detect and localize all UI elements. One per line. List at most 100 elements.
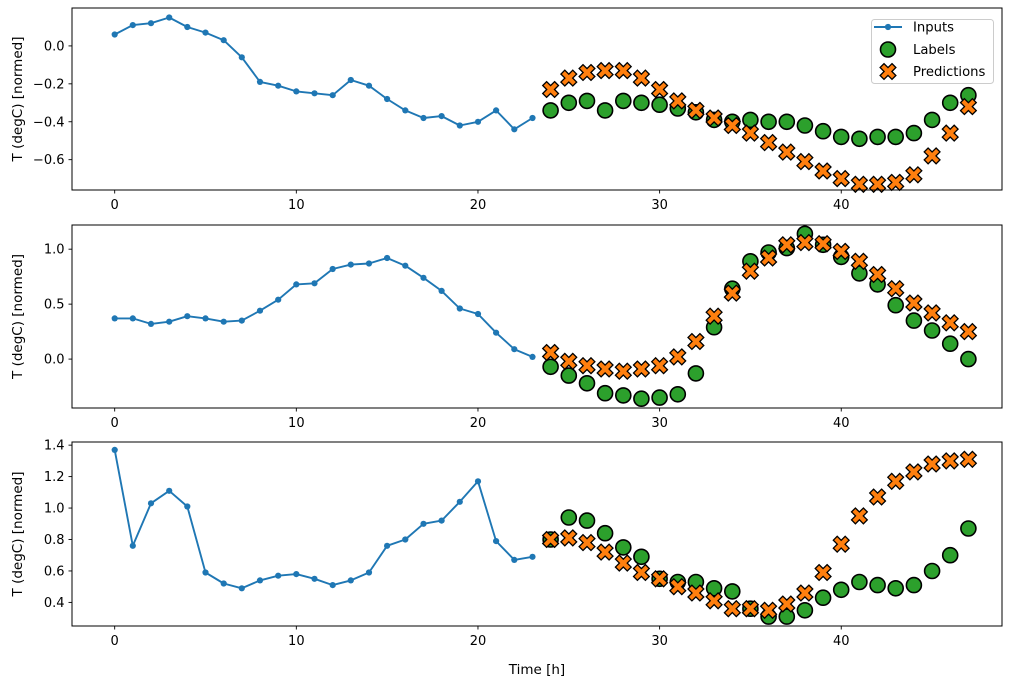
inputs-point: [347, 577, 354, 584]
inputs-point: [329, 265, 336, 273]
label-point: [778, 113, 796, 131]
x-tick-label: 20: [470, 198, 487, 213]
inputs-point: [438, 113, 445, 120]
label-point: [542, 102, 559, 119]
label-point: [596, 524, 614, 542]
x-tick-label: 0: [111, 416, 119, 431]
prediction-point: [959, 322, 978, 341]
prediction-point: [959, 450, 978, 469]
prediction-point: [723, 284, 742, 302]
y-tick-label: 0.4: [44, 596, 65, 611]
prediction-point: [596, 360, 614, 378]
label-point: [669, 385, 687, 403]
prediction-point: [886, 472, 905, 491]
y-tick-label: 0.5: [44, 298, 65, 313]
x-tick-label: 0: [111, 634, 119, 649]
label-point: [851, 573, 868, 591]
y-tick-label: −0.2: [33, 77, 65, 92]
label-point: [887, 579, 905, 597]
label-point: [941, 94, 959, 112]
x-tick-label: 10: [288, 416, 305, 431]
prediction-point: [705, 109, 723, 127]
inputs-point: [184, 23, 191, 31]
inputs-point: [220, 37, 227, 44]
prediction-point: [668, 92, 687, 110]
inputs-point: [420, 274, 427, 281]
inputs-point: [293, 88, 300, 95]
label-point: [614, 387, 632, 404]
inputs-point: [493, 107, 500, 114]
prediction-point: [759, 249, 778, 267]
inputs-point: [147, 20, 155, 27]
inputs-point: [511, 556, 518, 564]
legend-entry-inputs: Inputs: [874, 21, 954, 36]
inputs-point: [402, 262, 409, 269]
prediction-point: [632, 360, 651, 378]
inputs-point: [202, 29, 209, 36]
prediction-point: [650, 356, 669, 375]
x-tick-label: 40: [833, 198, 850, 213]
legend-label: Predictions: [913, 65, 986, 80]
prediction-point: [687, 101, 705, 120]
prediction-point: [923, 455, 941, 473]
prediction-point: [777, 595, 796, 613]
inputs-point: [493, 538, 500, 545]
inputs-point: [275, 296, 282, 303]
prediction-point: [650, 569, 669, 588]
label-point: [687, 365, 705, 382]
inputs-point: [256, 577, 264, 584]
label-point: [905, 576, 923, 594]
prediction-point: [941, 124, 960, 142]
inputs-point: [347, 76, 354, 84]
inputs-point: [202, 315, 209, 322]
inputs-point: [293, 571, 300, 578]
inputs-point: [256, 307, 264, 314]
label-point: [960, 350, 977, 368]
label-point: [814, 122, 832, 140]
x-axis-title: Time [h]: [508, 662, 565, 678]
inputs-point: [456, 305, 463, 312]
prediction-point: [741, 124, 760, 142]
x-axis: 0 10 20 30 40: [111, 626, 850, 649]
prediction-point: [559, 529, 578, 547]
prediction-point: [705, 307, 723, 326]
legend-entry-labels: Labels: [879, 41, 956, 58]
label-point: [905, 312, 923, 329]
label-point: [723, 583, 741, 600]
prediction-point: [777, 235, 796, 254]
prediction-point: [923, 147, 941, 165]
prediction-point: [650, 80, 669, 99]
label-point: [742, 111, 759, 129]
prediction-point: [868, 488, 887, 506]
prediction-point: [541, 530, 560, 549]
label-point: [905, 124, 923, 142]
subplot-3: 0 10 20 30 40 1.4 1.2 1.0 0.8 0.6 0.4 T (degC) [nor…: [10, 439, 1003, 678]
legend-entry-predictions: Predictions: [879, 62, 986, 81]
prediction-point: [814, 162, 832, 180]
label-point: [832, 581, 850, 599]
inputs-point: [184, 503, 191, 510]
prediction-point: [796, 584, 814, 602]
inputs-point: [365, 569, 373, 576]
inputs-point: [129, 542, 136, 549]
inputs-point: [111, 315, 118, 322]
predictions-series: [541, 233, 978, 381]
prediction-point: [578, 356, 596, 375]
label-point: [542, 358, 559, 376]
prediction-point: [596, 543, 614, 561]
inputs-point: [311, 280, 318, 287]
x-axis: 0 10 20 30 40: [111, 408, 850, 431]
label-point: [778, 608, 796, 625]
inputs-point: [384, 542, 391, 549]
prediction-point: [687, 584, 705, 602]
inputs-point: [402, 107, 409, 114]
label-point: [596, 102, 614, 119]
inputs-point: [184, 313, 191, 320]
y-axis: 0.0 −0.2 −0.4 −0.6: [33, 39, 72, 168]
prediction-point: [850, 175, 869, 194]
legend-box: [871, 19, 994, 84]
legend-label: Labels: [913, 43, 956, 58]
label-point: [869, 576, 886, 594]
